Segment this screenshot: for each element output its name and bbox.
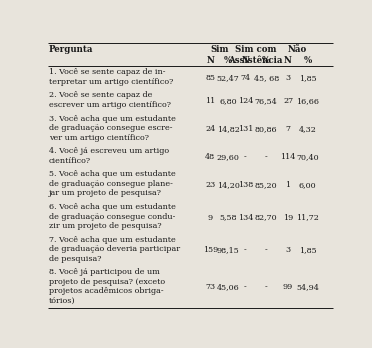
Text: 159: 159	[203, 246, 218, 254]
Text: 80,86: 80,86	[255, 125, 278, 133]
Text: %: %	[303, 56, 311, 65]
Text: 19: 19	[283, 214, 293, 222]
Text: 3: 3	[286, 246, 291, 254]
Text: 99: 99	[283, 283, 293, 291]
Text: 134: 134	[238, 214, 253, 222]
Text: 45, 68: 45, 68	[254, 74, 279, 82]
Text: N: N	[206, 56, 214, 65]
Text: -: -	[265, 246, 267, 254]
Text: 82,70: 82,70	[255, 214, 278, 222]
Text: 6. Você acha que um estudante
de graduação consegue condu-
zir um projeto de pes: 6. Você acha que um estudante de graduaç…	[49, 203, 176, 230]
Text: -: -	[265, 153, 267, 161]
Text: -: -	[265, 283, 267, 291]
Text: 8. Você já participou de um
projeto de pesquisa? (exceto
projetos acadêmicos obr: 8. Você já participou de um projeto de p…	[49, 268, 165, 305]
Text: -: -	[244, 246, 247, 254]
Text: 1: 1	[286, 181, 291, 189]
Text: 1,85: 1,85	[299, 74, 316, 82]
Text: 1. Você se sente capaz de in-
terpretar um artigo científico?: 1. Você se sente capaz de in- terpretar …	[49, 68, 173, 86]
Text: 16,66: 16,66	[296, 97, 319, 105]
Text: %: %	[262, 56, 270, 65]
Text: 5. Você acha que um estudante
de graduação consegue plane-
jar um projeto de pes: 5. Você acha que um estudante de graduaç…	[49, 171, 176, 197]
Text: 4. Você já escreveu um artigo
científico?: 4. Você já escreveu um artigo científico…	[49, 147, 169, 165]
Text: N: N	[241, 56, 249, 65]
Text: 138: 138	[238, 181, 253, 189]
Text: 14,20: 14,20	[217, 181, 240, 189]
Text: 52,47: 52,47	[217, 74, 240, 82]
Text: 48: 48	[205, 153, 215, 161]
Text: 85,20: 85,20	[255, 181, 278, 189]
Text: 1,85: 1,85	[299, 246, 316, 254]
Text: 14,82: 14,82	[217, 125, 240, 133]
Text: 9: 9	[208, 214, 213, 222]
Text: 6,80: 6,80	[219, 97, 237, 105]
Text: 114: 114	[280, 153, 296, 161]
Text: 98,15: 98,15	[217, 246, 240, 254]
Text: 124: 124	[238, 97, 253, 105]
Text: 24: 24	[205, 125, 215, 133]
Text: 29,60: 29,60	[217, 153, 240, 161]
Text: 2. Você se sente capaz de
escrever um artigo científico?: 2. Você se sente capaz de escrever um ar…	[49, 92, 171, 109]
Text: 4,32: 4,32	[298, 125, 316, 133]
Text: %: %	[224, 56, 232, 65]
Text: 11,72: 11,72	[296, 214, 319, 222]
Text: Sim com
Assistência: Sim com Assistência	[228, 45, 283, 65]
Text: Pergunta: Pergunta	[49, 45, 93, 54]
Text: 7. Você acha que um estudante
de graduação deveria participar
de pesquisa?: 7. Você acha que um estudante de graduaç…	[49, 236, 180, 263]
Text: 74: 74	[240, 74, 250, 82]
Text: 131: 131	[238, 125, 253, 133]
Text: 3. Você acha que um estudante
de graduação consegue escre-
ver um artigo científ: 3. Você acha que um estudante de graduaç…	[49, 114, 176, 142]
Text: 27: 27	[283, 97, 293, 105]
Text: 7: 7	[286, 125, 291, 133]
Text: N: N	[284, 56, 292, 65]
Text: 76,54: 76,54	[255, 97, 278, 105]
Text: 45,06: 45,06	[217, 283, 240, 291]
Text: Não: Não	[288, 45, 307, 54]
Text: 3: 3	[286, 74, 291, 82]
Text: 5,58: 5,58	[219, 214, 237, 222]
Text: 54,94: 54,94	[296, 283, 319, 291]
Text: 6,00: 6,00	[299, 181, 316, 189]
Text: 85: 85	[205, 74, 215, 82]
Text: 73: 73	[205, 283, 215, 291]
Text: 70,40: 70,40	[296, 153, 319, 161]
Text: Sim: Sim	[210, 45, 228, 54]
Text: 11: 11	[205, 97, 215, 105]
Text: -: -	[244, 153, 247, 161]
Text: 23: 23	[205, 181, 215, 189]
Text: -: -	[244, 283, 247, 291]
